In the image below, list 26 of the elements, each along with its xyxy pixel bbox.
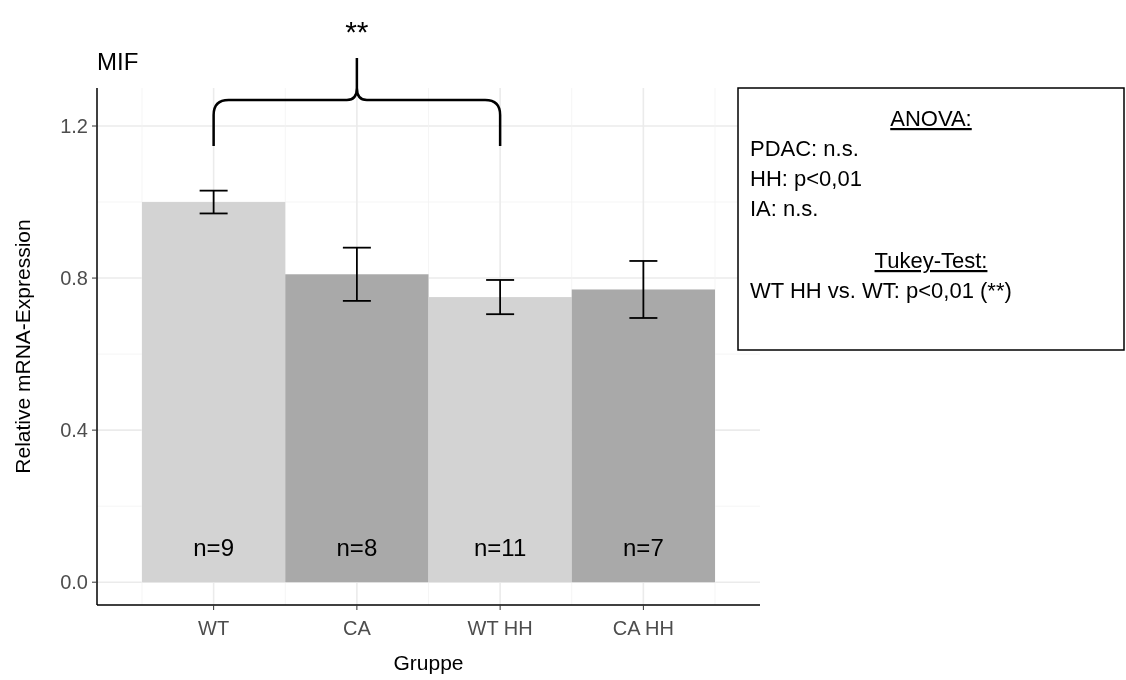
annotation: n=11 [473, 533, 527, 561]
annotation: HH: p<0,01 [750, 166, 862, 191]
x-tick-label: CA HH [612, 617, 674, 639]
x-tick-label: CA [342, 617, 372, 639]
text: ANOVA: [890, 106, 972, 131]
annotation: PDAC: n.s. [750, 136, 859, 161]
bar [285, 274, 429, 583]
x-tick-label: WT HH [467, 617, 533, 639]
bar [142, 202, 286, 583]
annotation: n=8 [336, 533, 378, 561]
annotation: IA: n.s. [750, 196, 819, 221]
y-axis-title: Relative mRNA-Expression [11, 219, 34, 474]
annotation: WT HH vs. WT: p<0,01 (**) [750, 278, 1012, 303]
y-tick-label: 0.0 [60, 571, 88, 594]
text: Tukey-Test: [874, 248, 988, 273]
bar [571, 289, 715, 583]
text: ** [345, 15, 369, 48]
chart-title: MIF [97, 48, 139, 75]
y-tick-label: 0.4 [60, 419, 88, 442]
x-tick-label: WT [198, 617, 230, 639]
y-tick-label: 0.8 [60, 267, 88, 290]
bar [428, 297, 572, 583]
x-axis-title: Gruppe [393, 651, 464, 674]
annotation: n=7 [623, 533, 664, 561]
annotation: n=9 [193, 533, 234, 561]
y-tick-label: 1.2 [60, 115, 88, 138]
